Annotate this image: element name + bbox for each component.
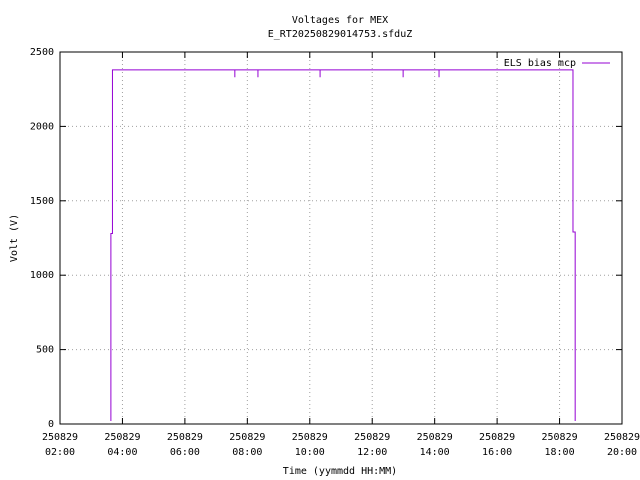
y-tick-label: 2500 — [30, 47, 54, 58]
x-tick-label: 250829 16:00 — [479, 432, 516, 458]
x-tick-label: 250829 12:00 — [354, 432, 391, 458]
chart-title: Voltages for MEX — [292, 15, 388, 26]
x-axis-label: Time (yymmdd HH:MM) — [283, 466, 397, 477]
y-tick-label: 1000 — [30, 270, 54, 281]
x-tick-label: 250829 20:00 — [603, 432, 640, 458]
x-tick-label: 250829 06:00 — [166, 432, 203, 458]
y-tick-label: 500 — [36, 345, 54, 356]
x-tick-label: 250829 04:00 — [104, 432, 141, 458]
plot-frame — [59, 51, 623, 425]
data-line — [110, 69, 576, 422]
legend-label: ELS bias mcp — [504, 58, 576, 69]
x-tick-label: 250829 02:00 — [41, 432, 79, 458]
y-tick-label: 2000 — [30, 121, 54, 132]
x-tick-label: 250829 14:00 — [416, 432, 453, 458]
x-tick-label: 250829 18:00 — [541, 432, 578, 458]
y-tick-label: 0 — [48, 419, 54, 430]
x-tick-label: 250829 10:00 — [291, 432, 328, 458]
chart-subtitle: E_RT20250829014753.sfduZ — [268, 29, 413, 40]
y-tick-label: 1500 — [30, 196, 54, 207]
y-axis-label: Volt (V) — [9, 214, 20, 262]
x-tick-label: 250829 08:00 — [229, 432, 266, 458]
